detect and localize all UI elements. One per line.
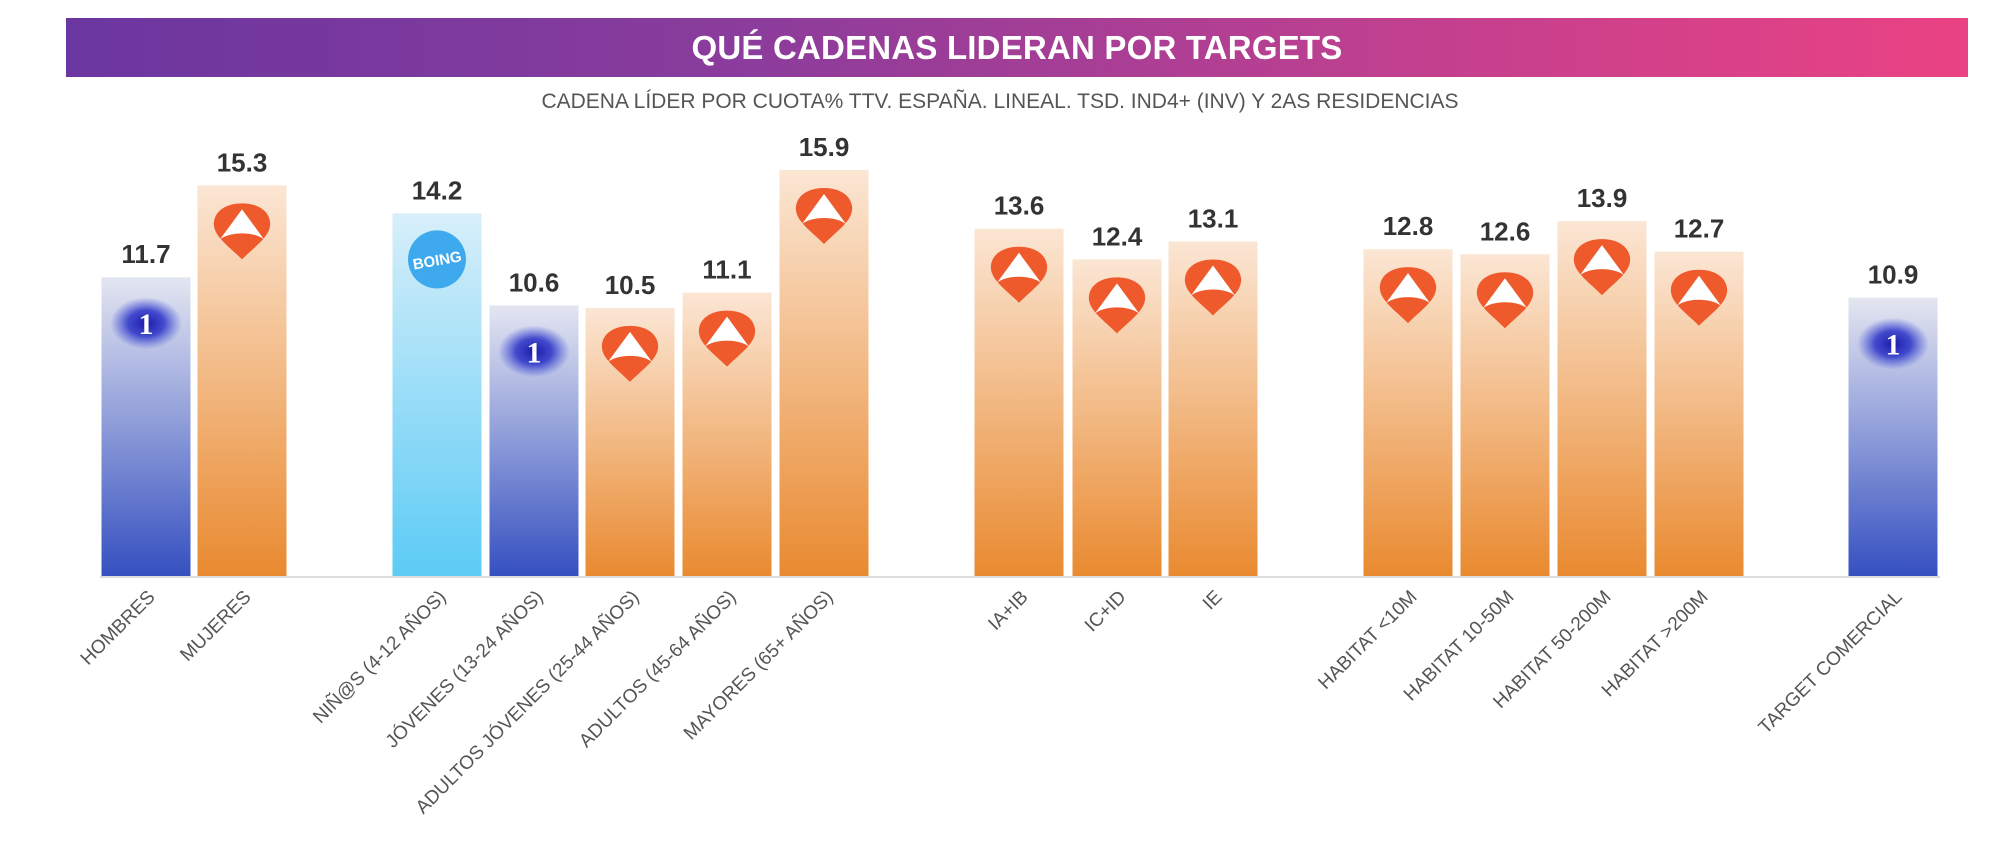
category-label: HABITAT >200M	[1598, 587, 1713, 702]
data-label: 10.6	[509, 267, 560, 297]
data-label: 15.3	[217, 147, 268, 177]
antena3-logo-icon	[1476, 272, 1534, 329]
la1-logo-text: 1	[527, 336, 542, 369]
category-label: IA+IB	[984, 587, 1032, 635]
antena3-logo-icon	[1670, 269, 1728, 326]
la1-logo-icon: 1	[498, 325, 570, 378]
antena3-logo-icon	[213, 203, 271, 260]
antena3-logo-icon	[1184, 259, 1242, 316]
category-label: IC+ID	[1081, 587, 1131, 637]
category-label: HABITAT <10M	[1314, 587, 1421, 694]
title-banner: QUÉ CADENAS LIDERAN POR TARGETS	[66, 18, 1968, 77]
boing-logo-icon: BOING	[408, 230, 466, 289]
data-label: 11.1	[702, 255, 751, 285]
data-label: 10.5	[605, 270, 656, 300]
data-label: 10.9	[1868, 260, 1919, 290]
la1-logo-text: 1	[139, 308, 154, 341]
chart-subtitle: CADENA LÍDER POR CUOTA% TTV. ESPAÑA. LIN…	[541, 90, 1459, 113]
category-label: ADULTOS (45-64 AÑOS)	[575, 586, 741, 752]
antena3-logo-icon	[1573, 239, 1631, 296]
data-label: 13.6	[994, 191, 1045, 221]
antena3-logo-icon	[1379, 267, 1437, 324]
data-label: 13.9	[1577, 183, 1628, 213]
category-label: HOMBRES	[77, 587, 160, 670]
la1-logo-icon: 1	[1857, 317, 1929, 370]
la1-logo-icon: 1	[110, 297, 182, 350]
category-label: IE	[1199, 587, 1227, 615]
data-label: 12.4	[1092, 221, 1143, 251]
antena3-logo-icon	[990, 246, 1048, 303]
chart-title: QUÉ CADENAS LIDERAN POR TARGETS	[691, 28, 1343, 66]
antena3-logo-icon	[601, 325, 659, 382]
data-label: 12.8	[1383, 211, 1434, 241]
antena3-logo-icon	[795, 188, 853, 244]
data-label: 14.2	[412, 175, 463, 205]
la1-logo-text: 1	[1886, 329, 1901, 362]
data-label: 12.6	[1480, 216, 1531, 246]
data-label: 13.1	[1188, 203, 1239, 233]
antena3-logo-icon	[698, 310, 756, 367]
antena3-logo-icon	[1088, 277, 1146, 334]
data-label: 12.7	[1674, 214, 1725, 244]
category-label: TARGET COMERCIAL	[1755, 587, 1907, 739]
category-label: JÓVENES (13-24 AÑOS)	[381, 586, 547, 752]
category-label: MUJERES	[176, 587, 255, 666]
data-label: 15.9	[799, 132, 850, 162]
data-label: 11.7	[121, 239, 170, 269]
